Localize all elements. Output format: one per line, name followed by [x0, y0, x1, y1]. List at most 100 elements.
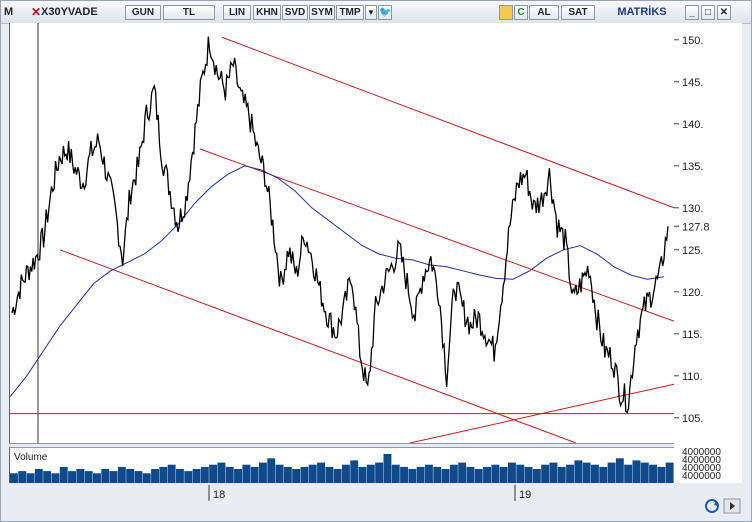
volume-bar: [416, 466, 425, 484]
volume-bar: [607, 462, 616, 484]
volume-bar: [615, 458, 624, 484]
volume-bar: [59, 466, 68, 484]
volume-bar: [491, 464, 500, 484]
volume-bar: [176, 469, 184, 484]
volume-bar: [109, 471, 118, 484]
buy-button[interactable]: AL: [529, 5, 559, 20]
volume-bar: [184, 471, 193, 484]
scale-button[interactable]: LIN: [223, 5, 251, 20]
dropdown-arrow-icon[interactable]: ▼: [365, 5, 377, 20]
volume-bar: [483, 466, 491, 484]
menu-button[interactable]: M: [4, 6, 14, 18]
sell-button[interactable]: SAT: [561, 5, 595, 20]
volume-bar: [308, 464, 317, 484]
volume-chart-svg: Volume: [10, 452, 674, 484]
volume-bar: [400, 466, 408, 484]
x-tick-label: 19: [519, 489, 531, 501]
pin-icon[interactable]: [499, 5, 513, 20]
volume-bar: [217, 462, 226, 484]
volume-bar: [458, 462, 467, 484]
volume-bar: [466, 466, 475, 484]
volume-axis-label: 4000000: [682, 447, 721, 458]
price-axis-svg: 150. 145. 140. 135. 130. 125. 120. 115. 110. 105.…: [674, 35, 721, 482]
symbol-label[interactable]: X30YVADE: [41, 6, 98, 18]
volume-bar: [134, 471, 143, 484]
y-tick-label: 150.: [682, 35, 703, 47]
volume-label: Volume: [14, 452, 48, 463]
volume-bar: [582, 462, 591, 484]
volume-bar: [566, 464, 574, 484]
x-tick-label: 18: [213, 489, 225, 501]
refresh-icon[interactable]: C: [514, 5, 528, 20]
volume-bar: [76, 469, 85, 484]
volume-bar: [441, 469, 450, 484]
y-tick-label: 110.: [682, 371, 703, 383]
sync-icon[interactable]: [703, 498, 721, 514]
volume-bar: [640, 462, 649, 484]
volume-bar: [142, 473, 151, 484]
volume-bar: [300, 466, 309, 484]
volume-bar: [499, 466, 508, 484]
volume-bar: [358, 466, 367, 484]
volume-bar: [34, 469, 43, 484]
volume-bar: [26, 473, 35, 484]
volume-bar: [474, 469, 483, 484]
volume-bar: [557, 466, 566, 484]
volume-bar: [632, 460, 641, 484]
volume-bar: [665, 462, 674, 484]
volume-bar: [508, 462, 516, 484]
lower-channel-line: [59, 249, 577, 444]
volume-bar: [532, 469, 541, 484]
moving-average-line: [9, 165, 665, 398]
y-tick-label: 135.: [682, 161, 703, 173]
toolbar: M ✕ X30YVADE GUN TL LIN KHN SVD SYM TMP …: [1, 1, 751, 24]
period-button[interactable]: GUN: [125, 5, 161, 20]
volume-bar: [250, 466, 259, 484]
tmp-button[interactable]: TMP: [336, 5, 364, 20]
sym-button[interactable]: SYM: [309, 5, 335, 20]
volume-bar: [408, 469, 417, 484]
volume-bar: [192, 469, 201, 484]
volume-bar: [200, 466, 209, 484]
window-close-icon[interactable]: ✕: [717, 5, 731, 20]
volume-bar: [267, 458, 276, 484]
volume-bar: [68, 471, 76, 484]
price-chart[interactable]: [9, 23, 675, 444]
volume-bar: [225, 466, 234, 484]
volume-bar: [366, 464, 375, 484]
price-axis: 150. 145. 140. 135. 130. 125. 120. 115. 110. 105.…: [674, 23, 742, 483]
volume-bar: [391, 464, 400, 484]
volume-bar: [325, 466, 334, 484]
volume-bar: [541, 464, 550, 484]
volume-bar: [292, 469, 301, 484]
volume-bar: [657, 466, 666, 484]
price-line: [11, 36, 669, 414]
volume-bar: [524, 466, 533, 484]
twitter-icon[interactable]: 🐦: [378, 5, 392, 20]
volume-bar: [101, 469, 110, 484]
volume-bar: [43, 471, 52, 484]
last-price-label: 127.8: [682, 221, 710, 233]
upper-channel-line: [221, 36, 675, 209]
time-axis: 18 19: [9, 483, 742, 503]
volume-bar: [574, 460, 583, 484]
close-symbol-icon[interactable]: ✕: [30, 5, 42, 19]
minimize-icon[interactable]: _: [685, 5, 699, 20]
khn-button[interactable]: KHN: [253, 5, 281, 20]
volume-bar: [10, 473, 18, 484]
y-tick-label: 145.: [682, 77, 703, 89]
volume-axis-label: 4000000: [682, 455, 721, 466]
maximize-icon[interactable]: □: [701, 5, 715, 20]
volume-bar: [93, 473, 101, 484]
volume-pane[interactable]: Volume: [9, 447, 674, 484]
volume-bar: [209, 464, 218, 484]
volume-bar: [167, 464, 176, 484]
volume-bar: [599, 466, 608, 484]
currency-button[interactable]: TL: [163, 5, 215, 20]
volume-bar: [383, 454, 392, 484]
y-tick-label: 140.: [682, 119, 703, 131]
svd-button[interactable]: SVD: [282, 5, 308, 20]
scroll-right-icon[interactable]: [723, 498, 741, 514]
volume-bar: [649, 464, 657, 484]
price-chart-svg: [9, 23, 675, 444]
